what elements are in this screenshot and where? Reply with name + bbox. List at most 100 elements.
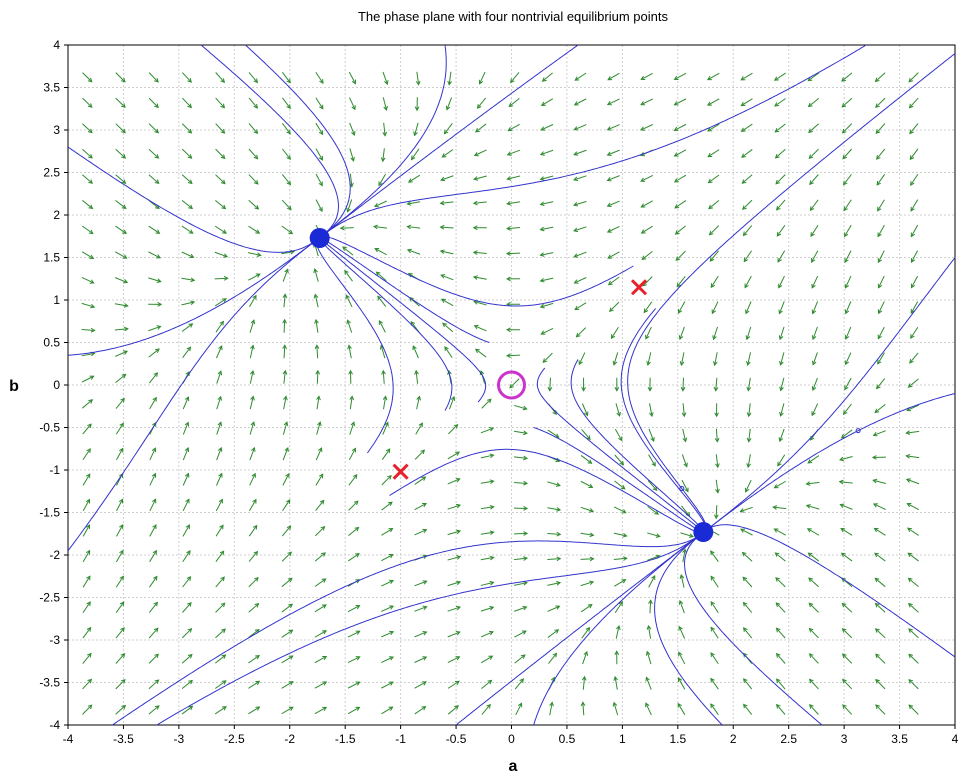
vector-arrowhead	[640, 126, 646, 131]
vector-arrowhead	[152, 396, 157, 402]
vector-arrow	[808, 123, 819, 133]
vector-arrow	[381, 706, 393, 715]
vector-arrow	[908, 577, 919, 588]
vector-arrow	[911, 275, 919, 288]
vector-arrow	[444, 346, 453, 359]
vector-arrowhead	[777, 461, 782, 467]
vector-arrow	[507, 175, 521, 180]
vector-arrow	[808, 552, 820, 562]
vector-arrowhead	[255, 273, 261, 278]
vector-arrowhead	[775, 179, 781, 185]
vector-arrow	[874, 527, 886, 536]
vector-arrow	[115, 705, 126, 715]
vector-arrow	[214, 680, 227, 689]
vector-arrow	[282, 473, 290, 486]
vector-arrowhead	[709, 256, 715, 262]
vector-arrowhead	[282, 318, 287, 324]
vector-arrowhead	[253, 129, 259, 135]
vector-arrowhead	[874, 628, 880, 633]
vector-arrowhead	[556, 556, 562, 562]
vector-arrowhead	[645, 650, 651, 656]
vector-arrow	[775, 602, 786, 613]
trajectory-start-marker	[855, 428, 861, 434]
vector-arrowhead	[682, 548, 687, 554]
vector-arrow	[248, 273, 261, 281]
vector-arrow	[408, 174, 421, 183]
vector-arrow	[777, 454, 786, 466]
vector-arrowhead	[320, 525, 326, 531]
vector-arrowhead	[710, 283, 716, 289]
vector-arrowhead	[678, 625, 683, 631]
vector-arrow	[876, 378, 886, 389]
vector-arrow	[381, 656, 394, 663]
vector-arrowhead	[373, 202, 379, 208]
vector-arrow	[148, 627, 159, 639]
vector-arrow	[414, 449, 425, 460]
vector-arrow	[581, 429, 591, 440]
vector-arrowhead	[406, 248, 412, 254]
vector-arrowhead	[907, 552, 913, 558]
vector-arrowhead	[349, 395, 355, 401]
vector-arrowhead	[489, 580, 495, 586]
vector-arrowhead	[581, 386, 586, 392]
vector-arrowhead	[589, 580, 595, 586]
vector-arrow	[181, 705, 193, 715]
vector-arrow	[447, 556, 461, 561]
vector-arrow	[347, 681, 360, 689]
vector-arrowhead	[351, 79, 356, 85]
vector-arrow	[812, 301, 818, 314]
x-tick-label: -3	[174, 732, 185, 746]
vector-arrow	[807, 528, 820, 536]
vector-arrowhead	[523, 455, 529, 461]
vector-arrow	[743, 704, 753, 715]
vector-arrow	[842, 653, 853, 664]
vector-arrow	[746, 326, 752, 340]
vector-arrow	[181, 301, 195, 306]
vector-arrowhead	[319, 499, 325, 505]
vector-arrowhead	[654, 510, 660, 515]
vector-arrowhead	[373, 224, 378, 230]
vector-arrowhead	[387, 474, 392, 480]
vector-arrowhead	[809, 180, 814, 186]
vector-arrow	[573, 226, 587, 232]
vector-arrow	[710, 275, 719, 288]
vector-arrowhead	[282, 293, 288, 299]
vector-arrow	[248, 655, 260, 664]
vector-arrowhead	[710, 626, 715, 632]
vector-arrowhead	[250, 344, 255, 350]
vector-arrowhead	[217, 421, 223, 427]
vector-arrow	[441, 298, 454, 307]
vector-arrowhead	[220, 602, 226, 608]
vector-arrow	[148, 251, 161, 259]
vector-arrow	[281, 199, 292, 210]
vector-arrowhead	[489, 555, 495, 561]
vector-arrow	[440, 250, 454, 255]
vector-arrowhead	[742, 231, 748, 237]
vector-arrowhead	[250, 369, 255, 375]
vector-arrow	[441, 274, 454, 281]
vector-arrowhead	[841, 653, 847, 659]
vector-arrowhead	[347, 344, 352, 350]
vector-arrowhead	[844, 283, 849, 289]
vector-arrow	[607, 124, 620, 131]
vector-arrowhead	[839, 456, 845, 462]
vector-arrowhead	[121, 103, 126, 108]
vector-arrowhead	[907, 577, 913, 583]
vector-arrowhead	[573, 151, 579, 156]
vector-arrowhead	[648, 599, 653, 605]
vector-arrow	[281, 706, 294, 715]
vector-arrowhead	[488, 630, 494, 636]
vector-arrowhead	[874, 577, 880, 583]
vector-arrow	[249, 422, 255, 435]
vector-arrowhead	[811, 258, 816, 263]
vector-arrow	[747, 454, 751, 468]
x-tick-label: 3	[841, 732, 848, 746]
vector-arrow	[315, 319, 319, 333]
vector-arrowhead	[455, 477, 461, 483]
vector-arrow	[115, 653, 125, 664]
vector-arrowhead	[322, 681, 328, 686]
vector-arrow	[249, 370, 254, 384]
vector-arrowhead	[775, 205, 781, 211]
vector-arrowhead	[622, 532, 628, 538]
vector-arrow	[514, 456, 528, 459]
